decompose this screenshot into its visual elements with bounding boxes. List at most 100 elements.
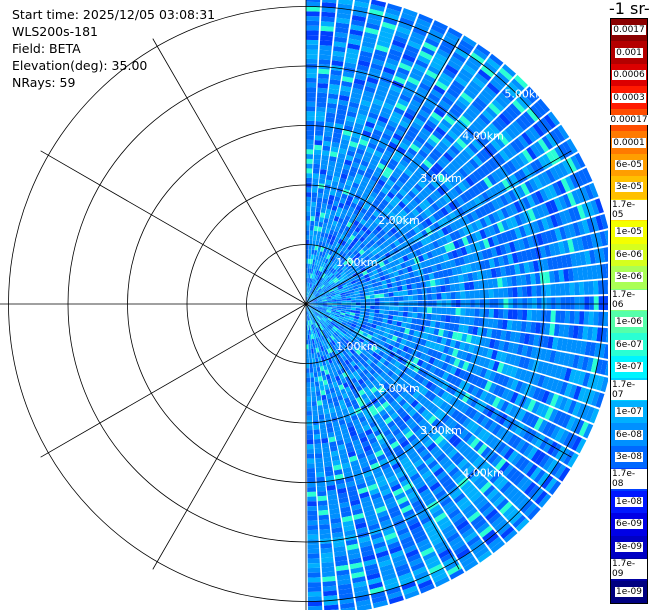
range-gate — [407, 289, 413, 296]
range-gate — [306, 16, 320, 22]
range-gate — [457, 217, 467, 228]
range-gate — [445, 284, 451, 292]
range-gate — [334, 31, 348, 39]
range-gate — [447, 59, 462, 71]
colorbar-label: 0.0003 — [612, 92, 646, 103]
range-gate — [308, 310, 312, 315]
range-gate — [550, 148, 562, 163]
range-gate — [458, 369, 467, 379]
range-gate — [447, 330, 454, 339]
range-gate — [428, 115, 440, 126]
range-gate — [527, 208, 537, 222]
range-gate — [493, 339, 501, 350]
range-gate — [307, 298, 311, 303]
range-gate — [461, 35, 477, 48]
range-gate — [316, 231, 322, 237]
range-gate — [328, 368, 333, 374]
range-gate — [440, 314, 446, 322]
range-gate — [317, 245, 322, 252]
range-gate — [372, 445, 382, 454]
range-gate — [497, 319, 503, 329]
range-gate — [599, 231, 608, 247]
range-gate — [488, 308, 494, 318]
range-gate — [445, 31, 461, 43]
range-gate — [306, 297, 309, 302]
range-gate — [333, 246, 339, 253]
range-gate — [441, 362, 449, 371]
range-gate — [458, 324, 465, 333]
range-gate — [401, 89, 414, 99]
range-gate — [360, 382, 368, 389]
range-gate — [357, 222, 364, 230]
range-gate — [410, 186, 420, 196]
range-gate — [396, 337, 403, 344]
range-gate — [469, 199, 479, 210]
range-gate — [326, 259, 332, 265]
range-gate — [400, 279, 407, 286]
range-gate — [384, 166, 394, 175]
range-gate — [504, 402, 514, 415]
range-gate — [379, 397, 387, 405]
range-gate — [315, 327, 319, 333]
range-gate — [448, 466, 460, 478]
range-gate — [359, 365, 366, 372]
range-gate — [398, 474, 409, 483]
range-gate — [454, 47, 469, 60]
range-gate — [429, 365, 437, 374]
range-gate — [445, 373, 454, 383]
range-gate — [580, 404, 591, 420]
range-gate — [376, 267, 383, 274]
range-gate — [531, 285, 537, 297]
range-gate — [306, 68, 318, 74]
range-gate — [402, 414, 411, 423]
range-gate — [353, 157, 362, 165]
range-gate — [317, 371, 322, 377]
range-gate — [536, 361, 545, 374]
range-gate — [308, 277, 310, 283]
range-gate — [306, 320, 309, 326]
range-gate — [423, 73, 437, 84]
range-gate — [429, 504, 442, 515]
range-gate — [427, 415, 437, 425]
range-gate — [472, 326, 479, 336]
range-gate — [549, 130, 562, 145]
range-gate — [324, 333, 329, 339]
range-gate — [320, 294, 326, 298]
range-gate — [383, 292, 389, 298]
range-gate — [392, 183, 401, 192]
range-gate — [411, 67, 425, 78]
range-gate — [434, 576, 450, 588]
range-gate — [481, 129, 494, 142]
range-gate — [355, 299, 361, 303]
range-gate — [326, 277, 332, 283]
range-gate — [405, 447, 416, 457]
range-gate — [605, 263, 608, 278]
range-gate — [358, 415, 367, 423]
colorbar-label: 1.7e-06 — [611, 289, 647, 310]
range-gate — [310, 220, 315, 226]
range-gate — [568, 368, 577, 383]
range-gate — [375, 354, 382, 361]
range-gate — [346, 543, 359, 551]
range-gate — [307, 582, 322, 588]
range-gate — [475, 44, 491, 57]
range-gate — [503, 192, 513, 204]
range-gate — [317, 307, 322, 310]
range-gate — [401, 116, 413, 125]
colorbar-label: 0.00017 — [609, 115, 649, 126]
range-gate — [470, 232, 478, 243]
range-gate — [336, 342, 341, 348]
range-gate — [436, 470, 448, 481]
range-gate — [331, 275, 337, 281]
range-gate — [447, 177, 457, 187]
range-gate — [574, 282, 580, 296]
range-gate — [317, 356, 322, 363]
range-gate — [403, 206, 412, 215]
range-gate — [338, 286, 344, 290]
range-gate — [554, 365, 563, 379]
range-gate — [331, 60, 344, 67]
range-gate — [350, 136, 360, 144]
range-gate — [377, 141, 388, 150]
range-gate — [348, 455, 358, 463]
range-gate — [397, 452, 408, 462]
